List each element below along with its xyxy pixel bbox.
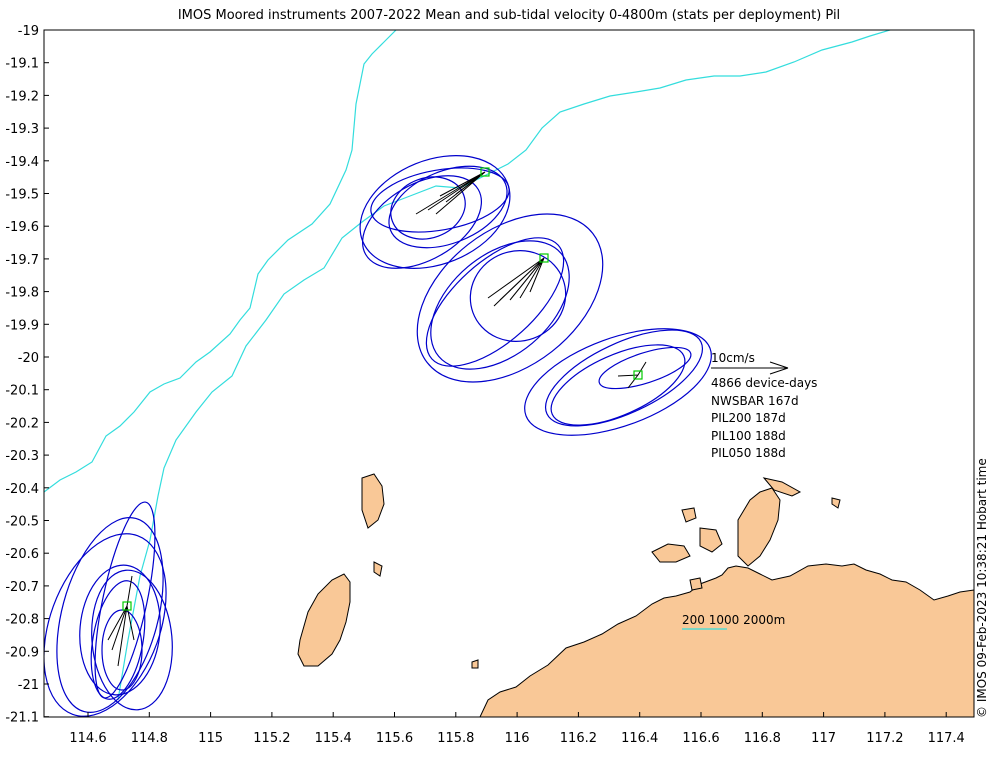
y-tick-label: -19.4 bbox=[5, 155, 39, 170]
x-tick-label: 115 bbox=[198, 731, 223, 746]
x-tick-label: 115.2 bbox=[253, 731, 290, 746]
x-tick-label: 114.8 bbox=[131, 731, 168, 746]
x-tick-label: 114.6 bbox=[69, 731, 106, 746]
island-small-8 bbox=[689, 577, 703, 591]
plot-frame bbox=[43, 29, 975, 718]
y-tick-label: -19.3 bbox=[5, 122, 39, 137]
island-small-1 bbox=[651, 543, 691, 563]
y-tick-label: -20.2 bbox=[5, 416, 39, 431]
device-days-label: 4866 device-days bbox=[711, 376, 817, 390]
coastline-mainland bbox=[479, 563, 974, 717]
island-small-3 bbox=[681, 507, 697, 523]
ellipse-nwsbar bbox=[44, 533, 167, 717]
x-tick-label: 115.8 bbox=[437, 731, 474, 746]
site-marker-pil050[interactable] bbox=[633, 370, 643, 380]
y-tick-label: -19.8 bbox=[5, 286, 39, 301]
ellipse-pil050 bbox=[550, 344, 686, 426]
ellipse-pil050 bbox=[544, 329, 704, 427]
x-tick-label: 115.4 bbox=[315, 731, 352, 746]
site-marker-pil100[interactable] bbox=[539, 253, 549, 263]
y-tick-label: -20.5 bbox=[5, 515, 39, 530]
y-tick-label: -19.1 bbox=[5, 57, 39, 72]
x-tick-label: 116 bbox=[505, 731, 530, 746]
y-tick-label: -19.5 bbox=[5, 188, 39, 203]
ellipse-pil200 bbox=[388, 165, 508, 249]
ellipse-pil050 bbox=[598, 346, 692, 390]
ellipse-pil100 bbox=[416, 213, 604, 383]
variance-ellipses bbox=[44, 155, 712, 717]
arrow-nwsbar bbox=[107, 575, 135, 667]
x-tick-label: 117.4 bbox=[928, 731, 965, 746]
y-tick-label: -20.1 bbox=[5, 384, 39, 399]
isobath-1000m bbox=[117, 30, 891, 701]
y-tick-label: -20 bbox=[18, 351, 39, 366]
map-plot-area bbox=[44, 30, 974, 717]
deployment-label: PIL200 187d bbox=[711, 411, 786, 425]
arrow-pil100 bbox=[487, 257, 545, 307]
island-small-7 bbox=[831, 497, 841, 509]
ellipse-pil100 bbox=[469, 250, 567, 342]
ellipse-pil200 bbox=[390, 176, 466, 240]
x-tick-label: 116.8 bbox=[744, 731, 781, 746]
y-axis: -19 -19.1 -19.2 -19.3 -19.4 -19.5 -19.6 -19.7 -1… bbox=[5, 24, 49, 726]
ellipse-nwsbar bbox=[90, 580, 146, 700]
island-small-5 bbox=[361, 473, 385, 529]
ellipse-pil200 bbox=[370, 167, 510, 233]
y-tick-label: -21.1 bbox=[5, 711, 39, 726]
x-axis: 114.6 114.8 115 115.2 115.4 115.6 115.8 116 116.… bbox=[69, 712, 965, 746]
y-tick-label: -19.6 bbox=[5, 220, 39, 235]
deployment-label: PIL050 188d bbox=[711, 446, 786, 460]
island-small-2 bbox=[699, 527, 723, 553]
ellipse-nwsbar bbox=[101, 609, 143, 691]
x-tick-label: 117.2 bbox=[866, 731, 903, 746]
y-tick-label: -20.3 bbox=[5, 449, 39, 464]
y-tick-label: -20.4 bbox=[5, 482, 39, 497]
island-small-9 bbox=[471, 659, 479, 669]
ellipse-nwsbar bbox=[91, 569, 173, 711]
y-tick-label: -19 bbox=[18, 24, 39, 39]
velocity-legend: 10cm/s 4866 device-days NWSBAR 167d PIL2… bbox=[711, 351, 817, 460]
y-tick-label: -19.9 bbox=[5, 318, 39, 333]
mooring-sites bbox=[122, 167, 643, 611]
scale-label: 10cm/s bbox=[711, 351, 755, 365]
velocity-arrows bbox=[107, 171, 647, 667]
arrow-pil050 bbox=[617, 361, 647, 389]
y-tick-label: -20.7 bbox=[5, 580, 39, 595]
contour-legend: 200 1000 2000m bbox=[682, 613, 785, 630]
y-tick-label: -20.9 bbox=[5, 645, 39, 660]
y-tick-label: -21 bbox=[18, 678, 39, 693]
coastline-peninsula bbox=[737, 487, 781, 567]
deployment-label: PIL100 188d bbox=[711, 429, 786, 443]
y-tick-label: -19.2 bbox=[5, 89, 39, 104]
ellipse-nwsbar bbox=[94, 501, 156, 699]
site-marker-nwsbar[interactable] bbox=[122, 601, 132, 611]
x-tick-label: 115.6 bbox=[376, 731, 413, 746]
x-tick-label: 117 bbox=[811, 731, 836, 746]
ellipse-pil050 bbox=[524, 328, 712, 436]
timestamp-credit: © IMOS 09-Feb-2023 10:38:21 Hobart time bbox=[975, 458, 989, 718]
y-tick-label: -19.7 bbox=[5, 253, 39, 268]
island-small-4 bbox=[762, 477, 802, 497]
contour-legend-label: 200 1000 2000m bbox=[682, 613, 785, 627]
scale-arrow bbox=[711, 361, 789, 375]
arrow-pil200 bbox=[415, 171, 486, 215]
x-tick-label: 116.2 bbox=[560, 731, 597, 746]
y-tick-label: -20.8 bbox=[5, 613, 39, 628]
site-marker-pil200[interactable] bbox=[480, 167, 490, 177]
isobath-200m bbox=[44, 30, 397, 493]
x-tick-label: 116.4 bbox=[621, 731, 658, 746]
island-large bbox=[297, 573, 351, 667]
x-tick-label: 116.6 bbox=[682, 731, 719, 746]
isobaths bbox=[44, 30, 891, 701]
land bbox=[297, 473, 974, 717]
ellipse-pil100 bbox=[425, 237, 565, 367]
deployment-label: NWSBAR 167d bbox=[711, 394, 799, 408]
y-tick-label: -20.6 bbox=[5, 547, 39, 562]
ellipse-pil100 bbox=[430, 240, 570, 370]
island-small-6 bbox=[373, 561, 383, 577]
ellipse-nwsbar bbox=[56, 517, 164, 713]
map-title: IMOS Moored instruments 2007-2022 Mean a… bbox=[177, 8, 841, 23]
